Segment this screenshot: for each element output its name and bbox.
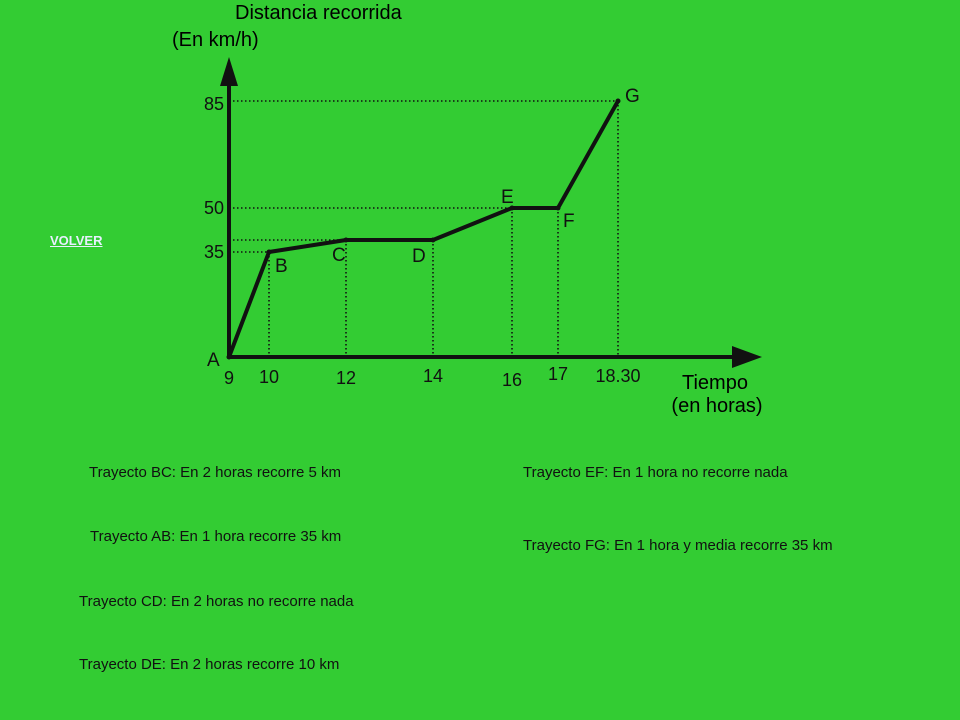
x-tick-label: 16 [502, 370, 522, 390]
x-axis-label-line1: Tiempo [682, 372, 748, 394]
x-tick-label: 9 [224, 368, 234, 388]
series-line [227, 99, 620, 359]
y-tick-label: 50 [204, 198, 224, 218]
note-bc: Trayecto BC: En 2 horas recorre 5 km [89, 464, 342, 481]
x-axis-arrowhead [732, 346, 762, 368]
point-label-e: E [501, 187, 514, 208]
point-labels: A B C D E F G [207, 86, 640, 371]
point-label-f: F [563, 211, 575, 232]
y-tick-label: 35 [204, 242, 224, 262]
x-tick-label: 14 [423, 366, 443, 386]
note-cd: Trayecto CD: En 2 horas no recorre nada [79, 593, 354, 610]
guide-lines [229, 100, 619, 357]
x-tick-label: 12 [336, 368, 356, 388]
point-label-g: G [625, 86, 640, 107]
note-ab: Trayecto AB: En 1 hora recorre 35 km [90, 528, 342, 545]
data-point-c [343, 237, 349, 243]
x-tick-label: 10 [259, 367, 279, 387]
data-point-f [555, 205, 561, 211]
x-tick-label: 18.30 [595, 366, 640, 386]
chart-axes [220, 57, 762, 368]
note-ef: Trayecto EF: En 1 hora no recorre nada [523, 464, 788, 481]
chart-title-line2: (En km/h) [172, 29, 259, 51]
data-point-g [615, 98, 621, 104]
point-label-a: A [207, 350, 220, 371]
point-label-d: D [412, 246, 426, 267]
note-fg: Trayecto FG: En 1 hora y media recorre 3… [523, 537, 833, 554]
data-point-d [430, 237, 436, 243]
x-axis-label-line2: (en horas) [671, 395, 762, 417]
data-point-b [266, 249, 272, 255]
tick-labels: 9 10 12 14 16 17 18.30 35 50 85 [204, 94, 641, 390]
y-tick-label: 85 [204, 94, 224, 114]
back-link[interactable]: VOLVER [50, 233, 103, 248]
note-de: Trayecto DE: En 2 horas recorre 10 km [79, 656, 340, 673]
data-point-e [509, 205, 515, 211]
series-distance [226, 98, 621, 360]
point-label-c: C [332, 245, 346, 266]
data-point-a [226, 354, 232, 360]
x-tick-label: 17 [548, 364, 568, 384]
chart-title-line1: Distancia recorrida [235, 2, 403, 24]
point-label-b: B [275, 256, 288, 277]
distance-time-chart: 9 10 12 14 16 17 18.30 35 50 85 A B C D E F G Distancia… [172, 2, 763, 417]
y-axis-arrowhead [220, 57, 238, 86]
